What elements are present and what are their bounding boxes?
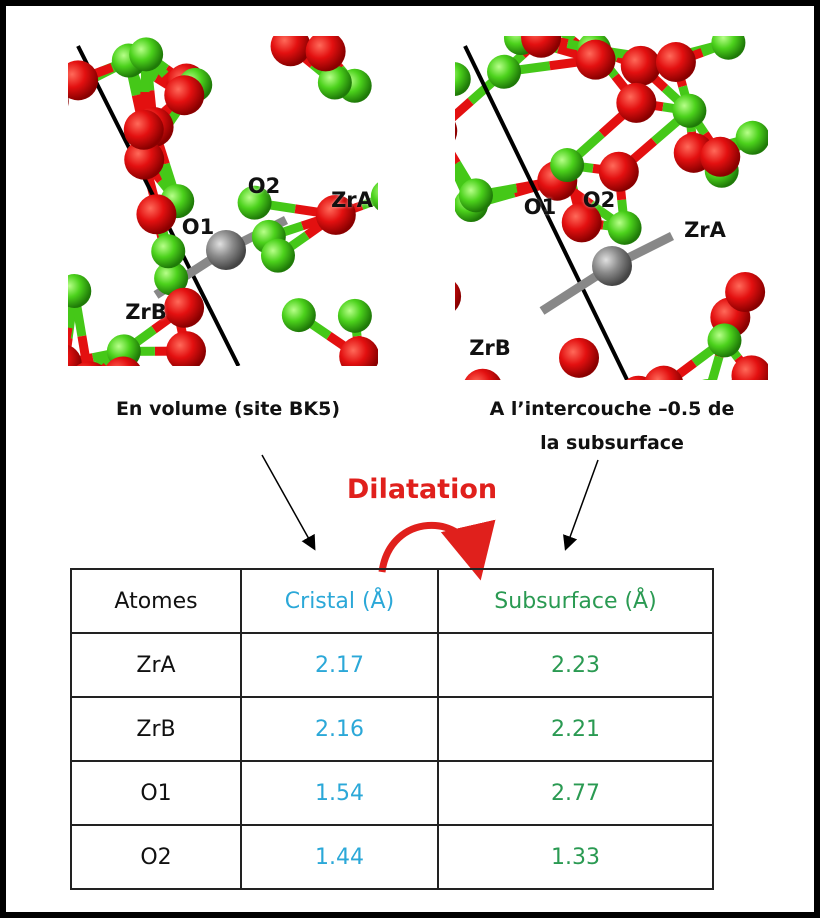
table-cell: 2.77 [437, 760, 714, 826]
atom-label: ZrA [331, 188, 373, 212]
table-cell: 2.23 [437, 632, 714, 698]
table-row: ZrA 2.17 2.23 [70, 632, 714, 698]
atom-label: O2 [247, 174, 281, 198]
header-cell: Cristal (Å) [240, 568, 439, 634]
dilatation-arrow [378, 519, 496, 581]
table-cell: O1 [70, 760, 242, 826]
pointer-arrow [563, 459, 599, 551]
structure-image [68, 36, 378, 366]
atom-label: ZrA [684, 218, 726, 242]
table-cell: 2.21 [437, 696, 714, 762]
table-cell: 1.54 [240, 760, 439, 826]
caption: En volume (site BK5) [116, 392, 340, 426]
table-cell: 2.16 [240, 696, 439, 762]
caption-line: la subsurface [540, 432, 684, 454]
structure-image [455, 36, 768, 380]
table-row: O1 1.54 2.77 [70, 760, 714, 826]
header-cell: Subsurface (Å) [437, 568, 714, 634]
header-row: Atomes Cristal (Å) Subsurface (Å) [70, 568, 714, 634]
atom-label: O1 [181, 215, 215, 239]
header-cell: Atomes [70, 568, 242, 634]
atom-label: ZrB [125, 300, 167, 324]
table-row: ZrB 2.16 2.21 [70, 696, 714, 762]
caption-line: En volume (site BK5) [115, 398, 341, 420]
table-cell: 2.17 [240, 632, 439, 698]
annotation: Dilatation [346, 474, 498, 505]
caption-line: A l’intercouche –0.5 de [489, 398, 735, 420]
table-cell: O2 [70, 824, 242, 890]
atom-label: O1 [523, 195, 557, 219]
table-cell: 1.33 [437, 824, 714, 890]
table-row: O2 1.44 1.33 [70, 824, 714, 890]
atom-label: O2 [582, 188, 616, 212]
table-cell: ZrA [70, 632, 242, 698]
table-cell: ZrB [70, 696, 242, 762]
pointer-arrow [261, 454, 316, 551]
caption: A l’intercouche –0.5 de la subsurface [490, 392, 735, 460]
table: Atomes Cristal (Å) Subsurface (Å) ZrA 2.17 2.… [70, 568, 714, 890]
atom-label: ZrB [469, 336, 511, 360]
table-cell: 1.44 [240, 824, 439, 890]
